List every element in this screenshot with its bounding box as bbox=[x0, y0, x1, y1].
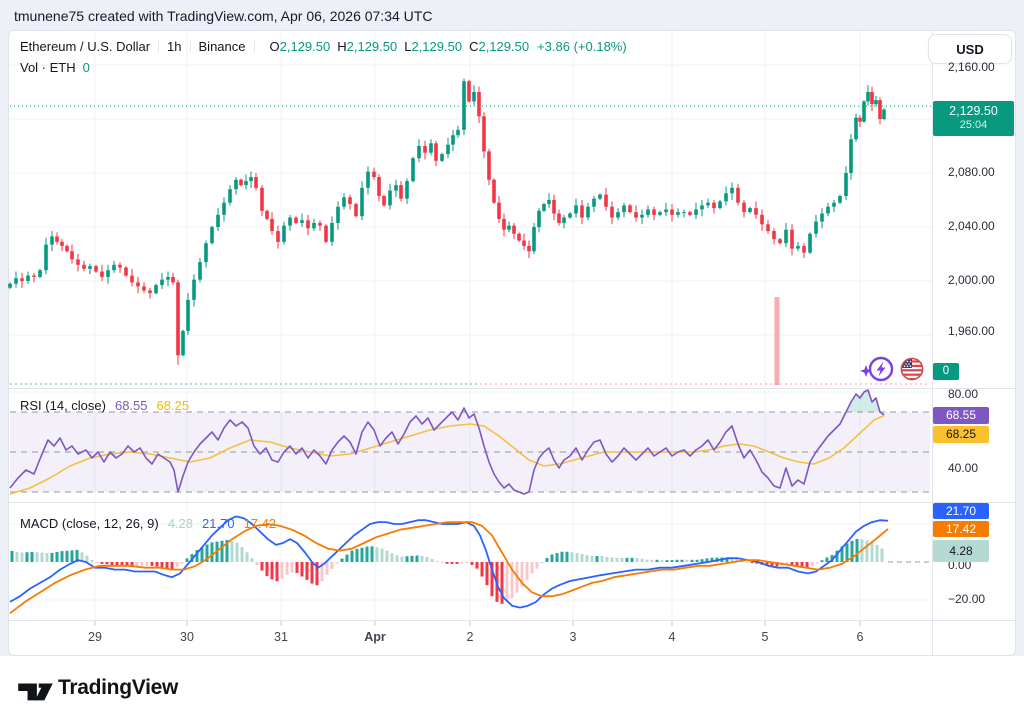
price-axis-label: 2,000.00 bbox=[948, 273, 995, 287]
time-axis-label: 6 bbox=[856, 630, 864, 644]
rsi-legend-label: RSI (14, close) bbox=[20, 398, 106, 413]
us-flag-icon[interactable] bbox=[900, 357, 924, 381]
price-axis-label: 2,160.00 bbox=[948, 60, 995, 74]
volume-value: 0 bbox=[82, 60, 90, 75]
rsi-value-badge: 68.25 bbox=[933, 426, 989, 443]
symbol-exchange: Binance bbox=[198, 39, 246, 54]
ohlc-values: O2,129.50 H2,129.50 L2,129.50 C2,129.50 bbox=[269, 39, 530, 54]
macd-value-badge: 17.42 bbox=[933, 521, 989, 537]
time-axis-label: 31 bbox=[274, 630, 288, 644]
rsi-legend[interactable]: RSI (14, close) 68.55 68.25 bbox=[20, 398, 189, 413]
rsi-legend-values: 68.55 68.25 bbox=[106, 398, 189, 413]
symbol-legend[interactable]: Ethereum / U.S. Dollar 1h Binance O2,129.50… bbox=[20, 39, 627, 54]
macd-legend-values: 4.28 21.70 17.42 bbox=[159, 516, 276, 531]
current-price-value: 2,129.50 bbox=[949, 104, 998, 118]
time-axis-label: 30 bbox=[180, 630, 194, 644]
indicator-value: 68.55 bbox=[114, 398, 148, 413]
legend-divider bbox=[158, 40, 160, 52]
spark-boost-icon[interactable] bbox=[860, 356, 894, 382]
time-axis-label: 2 bbox=[466, 630, 474, 644]
time-axis-label: Apr bbox=[364, 630, 386, 644]
time-axis-label: 4 bbox=[668, 630, 676, 644]
rsi-value-badge: 68.55 bbox=[933, 407, 989, 424]
price-axis-label: 2,040.00 bbox=[948, 219, 995, 233]
macd-axis-label: −20.00 bbox=[948, 592, 986, 606]
indicator-value: 4.28 bbox=[167, 516, 194, 531]
footer-band bbox=[0, 656, 1024, 724]
change-value: +3.86 (+0.18%) bbox=[537, 39, 627, 54]
indicator-value: 21.70 bbox=[202, 516, 235, 531]
volume-label: Vol · ETH bbox=[20, 60, 76, 75]
macd-legend-label: MACD (close, 12, 26, 9) bbox=[20, 516, 159, 531]
time-axis-label: 5 bbox=[761, 630, 769, 644]
chart-action-icons[interactable] bbox=[854, 352, 932, 388]
indicator-value: 17.42 bbox=[243, 516, 277, 531]
legend-divider bbox=[253, 40, 255, 52]
chart-pane-main[interactable] bbox=[9, 31, 932, 388]
volume-axis-badge: 0 bbox=[933, 363, 959, 380]
symbol-title: Ethereum / U.S. Dollar bbox=[20, 39, 151, 54]
rsi-axis-label: 80.00 bbox=[948, 387, 979, 401]
time-axis-label: 29 bbox=[88, 630, 102, 644]
price-axis-label: 1,960.00 bbox=[948, 324, 995, 338]
attribution-text: tmunene75 created with TradingView.com, … bbox=[14, 8, 433, 24]
indicator-value: 68.25 bbox=[156, 398, 190, 413]
current-price-badge: 2,129.50 25:04 bbox=[933, 101, 1014, 136]
tradingview-wordmark[interactable]: TradingView bbox=[58, 676, 179, 699]
macd-value-badge: 21.70 bbox=[933, 503, 989, 519]
rsi-axis-label: 40.00 bbox=[948, 461, 979, 475]
currency-toggle-button[interactable]: USD bbox=[928, 34, 1012, 64]
tradingview-logo-icon[interactable] bbox=[16, 677, 54, 705]
macd-value-badge: 4.28 bbox=[933, 540, 989, 562]
symbol-interval: 1h bbox=[167, 39, 182, 54]
volume-legend[interactable]: Vol · ETH 0 bbox=[20, 60, 90, 75]
bar-countdown: 25:04 bbox=[959, 119, 988, 131]
macd-legend[interactable]: MACD (close, 12, 26, 9) 4.28 21.70 17.42 bbox=[20, 516, 276, 531]
time-axis-label: 3 bbox=[569, 630, 577, 644]
price-axis-label: 2,080.00 bbox=[948, 165, 995, 179]
legend-divider bbox=[189, 40, 191, 52]
